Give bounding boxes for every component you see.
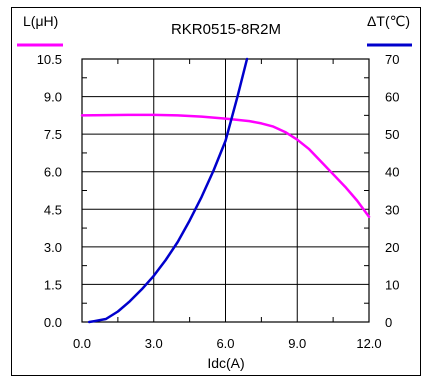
- temperature-rise-line: [87, 57, 249, 324]
- x-axis-label: Idc(A): [207, 355, 244, 371]
- y-right-tick-label: 70: [385, 52, 399, 67]
- y-left-tick-label: 3.0: [44, 240, 62, 255]
- x-tick-label: 3.0: [145, 336, 163, 351]
- y-right-tick-label: 20: [385, 240, 399, 255]
- y-left-tick-label: 7.5: [44, 127, 62, 142]
- x-tick-label: 6.0: [216, 336, 234, 351]
- x-tick-label: 0.0: [73, 336, 91, 351]
- chart-frame: [11, 7, 421, 376]
- chart-title: RKR0515-8R2M: [171, 21, 281, 38]
- y-right-tick-label: 10: [385, 277, 399, 292]
- y-right-tick-label: 60: [385, 90, 399, 105]
- y-right-tick-label: 0: [385, 315, 392, 330]
- right-axis-label: ΔT(℃): [367, 13, 410, 29]
- y-right-tick-label: 30: [385, 202, 399, 217]
- y-right-tick-label: 50: [385, 127, 399, 142]
- inductance-line: [80, 113, 371, 219]
- y-left-tick-label: 1.5: [44, 277, 62, 292]
- y-right-tick-label: 40: [385, 165, 399, 180]
- y-left-tick-label: 10.5: [37, 52, 62, 67]
- y-left-tick-label: 9.0: [44, 90, 62, 105]
- y-left-tick-label: 4.5: [44, 202, 62, 217]
- x-tick-label: 9.0: [288, 336, 306, 351]
- y-left-tick-label: 6.0: [44, 165, 62, 180]
- x-tick-label: 12.0: [356, 336, 381, 351]
- y-left-tick-label: 0.0: [44, 315, 62, 330]
- plot-area-border: [81, 58, 370, 323]
- left-axis-label: L(μH): [23, 13, 58, 29]
